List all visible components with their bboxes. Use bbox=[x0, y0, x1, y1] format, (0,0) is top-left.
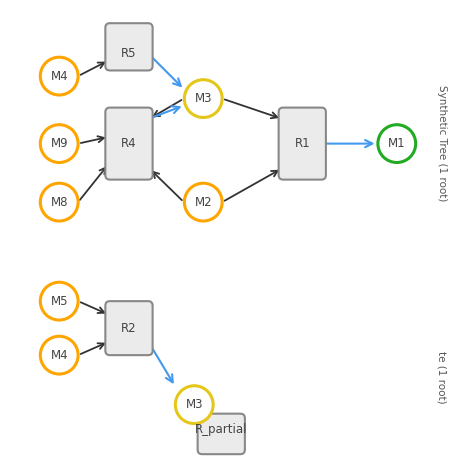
Text: M5: M5 bbox=[50, 295, 68, 308]
Text: M1: M1 bbox=[388, 137, 406, 150]
FancyBboxPatch shape bbox=[198, 414, 245, 454]
Text: M9: M9 bbox=[50, 137, 68, 150]
Text: M4: M4 bbox=[50, 349, 68, 362]
Text: te (1 root): te (1 root) bbox=[437, 351, 447, 404]
Text: M4: M4 bbox=[50, 70, 68, 82]
Text: M3: M3 bbox=[185, 398, 203, 411]
Text: R2: R2 bbox=[121, 322, 137, 335]
Text: M8: M8 bbox=[50, 196, 68, 209]
Text: R4: R4 bbox=[121, 137, 137, 150]
FancyBboxPatch shape bbox=[105, 23, 153, 71]
Circle shape bbox=[184, 80, 222, 118]
Circle shape bbox=[175, 386, 213, 424]
Circle shape bbox=[40, 125, 78, 163]
Circle shape bbox=[40, 57, 78, 95]
Text: M3: M3 bbox=[194, 92, 212, 105]
Circle shape bbox=[40, 282, 78, 320]
FancyBboxPatch shape bbox=[105, 108, 153, 180]
FancyBboxPatch shape bbox=[105, 301, 153, 355]
Text: Synthetic Tree (1 root): Synthetic Tree (1 root) bbox=[437, 85, 447, 202]
Circle shape bbox=[40, 183, 78, 221]
Circle shape bbox=[40, 336, 78, 374]
Circle shape bbox=[378, 125, 416, 163]
Circle shape bbox=[184, 183, 222, 221]
Text: M2: M2 bbox=[194, 196, 212, 209]
FancyBboxPatch shape bbox=[279, 108, 326, 180]
Text: R_partial: R_partial bbox=[195, 423, 247, 436]
Text: R5: R5 bbox=[121, 47, 137, 60]
Text: R1: R1 bbox=[294, 137, 310, 150]
